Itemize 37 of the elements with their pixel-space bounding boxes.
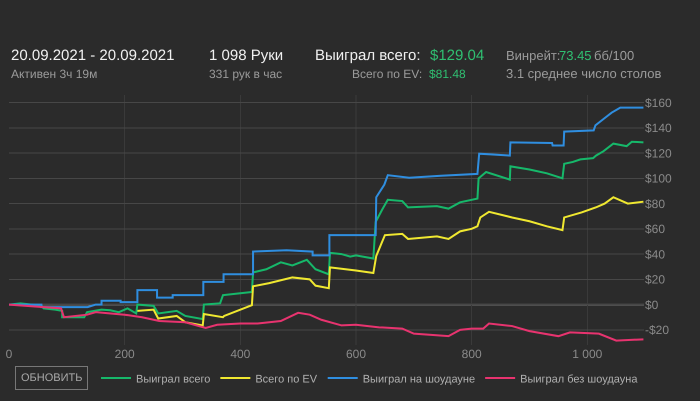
- x-tick-label: 0: [6, 347, 13, 361]
- legend-label: Всего по EV: [255, 373, 318, 386]
- line-series: [9, 140, 644, 320]
- x-tick-label: 600: [346, 347, 366, 361]
- text: ОБНОВИТЬ: [21, 372, 82, 384]
- text: Всего по EV:: [352, 67, 422, 81]
- chart-subtitle: Активен 3ч 19м: [11, 67, 98, 81]
- text: 331 рук в час: [209, 67, 282, 81]
- x-tick-label: 200: [114, 347, 135, 361]
- text: $81.48: [429, 67, 466, 81]
- y-tick-label: $120: [645, 146, 672, 160]
- text: 1 098 Руки: [209, 47, 284, 64]
- text: бб/100: [594, 48, 634, 63]
- legend-label: Выиграл на шоудауне: [362, 373, 476, 386]
- line-series: [9, 304, 644, 342]
- y-tick-label: $100: [645, 172, 672, 186]
- y-tick-label: $80: [645, 196, 666, 211]
- text: $129.04: [430, 47, 484, 64]
- line-series: [136, 196, 644, 326]
- text: 3.1 среднее число столов: [506, 66, 662, 81]
- text: 73.45: [559, 48, 592, 63]
- text: Винрейт:: [506, 48, 560, 63]
- y-tick-label: $0: [645, 298, 659, 312]
- y-tick-label: $140: [645, 121, 672, 136]
- y-tick-label: $60: [645, 222, 666, 236]
- legend-label: Выиграл всего: [136, 373, 210, 386]
- chart-title: 20.09.2021 - 20.09.2021: [11, 47, 174, 64]
- text: Выиграл всего:: [315, 47, 421, 64]
- y-tick-label: -$20: [645, 323, 670, 338]
- x-tick-label: 800: [462, 347, 482, 361]
- y-tick-label: $20: [645, 272, 666, 287]
- y-tick-label: $40: [645, 247, 666, 262]
- x-tick-label: 400: [230, 347, 251, 361]
- line-series: [9, 106, 644, 308]
- legend-label: Выиграл без шоудауна: [520, 373, 638, 386]
- x-tick-label: 1 000: [572, 347, 603, 361]
- y-tick-label: $160: [645, 96, 672, 110]
